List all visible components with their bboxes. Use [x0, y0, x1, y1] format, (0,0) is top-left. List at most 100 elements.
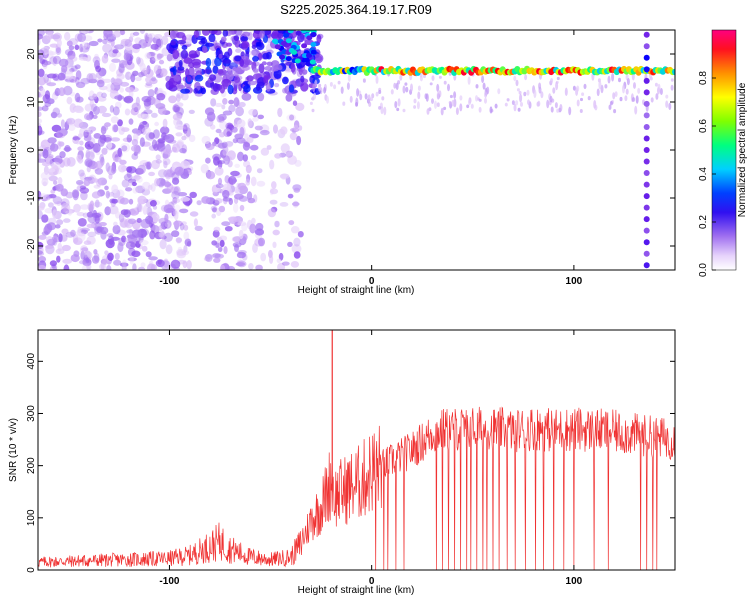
heatmap-cell: [272, 229, 280, 236]
heatmap-cell: [292, 200, 299, 208]
heatmap-cell: [135, 76, 142, 82]
heatmap-cell: [136, 56, 141, 65]
heatmap-cell: [55, 224, 61, 229]
heatmap-cell: [78, 133, 83, 139]
heatmap-cell: [182, 260, 188, 269]
heatmap-cell: [38, 125, 43, 136]
heatmap-cell: [453, 91, 457, 99]
heatmap-cell: [390, 89, 394, 95]
heatmap-cell: [288, 84, 295, 93]
heatmap-cell: [143, 109, 153, 115]
heatmap-cell: [310, 32, 317, 37]
heatmap-cell: [312, 83, 316, 93]
heatmap-cell: [85, 151, 95, 161]
heatmap-cell: [214, 198, 223, 204]
heatmap-cell: [88, 174, 97, 184]
heatmap-cell: [215, 183, 224, 189]
y-tick-label: 400: [26, 353, 37, 370]
heatmap-cell: [93, 201, 103, 208]
heatmap-cell: [665, 100, 669, 108]
heatmap-cell: [138, 239, 149, 246]
heatmap-cell: [74, 33, 83, 42]
heatmap-cell: [164, 134, 175, 143]
heatmap-cell: [122, 259, 127, 268]
heatmap-cell: [131, 102, 141, 112]
heatmap-cell: [154, 121, 160, 127]
heatmap-cell: [180, 49, 189, 60]
heatmap-cell: [222, 80, 228, 90]
heatmap-cell: [316, 34, 322, 44]
heatmap-cell: [146, 33, 155, 38]
heatmap-cell: [92, 142, 101, 153]
heatmap-cell: [38, 250, 43, 255]
heatmap-cell: [155, 259, 165, 268]
heatmap-cell: [583, 83, 587, 90]
heatmap-cell: [290, 62, 296, 73]
heatmap-cell: [38, 264, 46, 270]
heatmap-cell: [97, 38, 103, 43]
heatmap-cell: [247, 197, 256, 204]
heatmap-cell: [174, 166, 184, 176]
heatmap-cell: [160, 126, 170, 135]
heatmap-cell: [218, 53, 223, 59]
heatmap-cell: [65, 70, 74, 81]
heatmap-cell: [613, 109, 617, 114]
heatmap-cell: [252, 116, 259, 122]
heatmap-cell: [475, 84, 479, 89]
heatmap-cell: [131, 229, 142, 238]
heatmap-cell: [157, 169, 168, 178]
heatmap-cell: [292, 100, 298, 106]
heatmap-cell: [56, 255, 61, 263]
heatmap-cell: [151, 213, 160, 223]
heatmap-cell: [177, 66, 185, 71]
heatmap-cell: [95, 71, 103, 79]
heatmap-cell: [165, 244, 173, 255]
heatmap-cell: [163, 258, 169, 268]
heatmap-cell: [291, 244, 302, 254]
heatmap-cell: [217, 69, 224, 75]
heatmap-cell: [438, 75, 442, 79]
heatmap-cell: [125, 187, 133, 192]
heatmap-cell: [41, 231, 49, 236]
heatmap-cell: [176, 84, 186, 89]
heatmap-cell: [203, 69, 213, 74]
heatmap-cell: [269, 188, 279, 195]
heatmap-cell: [64, 78, 75, 83]
heatmap-cell: [79, 187, 90, 194]
heatmap-cell: [88, 40, 99, 47]
heatmap-cell: [619, 96, 623, 102]
heatmap-cell: [113, 221, 118, 227]
heatmap-cell: [405, 86, 409, 93]
heatmap-cell: [519, 93, 523, 103]
heatmap-cell: [119, 159, 127, 165]
heatmap-cell: [166, 53, 173, 62]
heatmap-cell: [149, 56, 156, 64]
heatmap-cell: [93, 133, 102, 139]
heatmap-cell: [643, 66, 650, 73]
heatmap-cell: [375, 91, 379, 97]
heatmap-cell: [90, 148, 95, 158]
heatmap-cell: [114, 252, 120, 260]
heatmap-cell: [239, 58, 245, 67]
heatmap-cell: [337, 80, 341, 85]
heatmap-cell: [221, 221, 231, 227]
heatmap-cell: [136, 218, 142, 223]
heatmap-cell: [272, 241, 277, 248]
heatmap-cell: [241, 93, 252, 101]
heatmap-cell: [111, 184, 119, 194]
heatmap-cell: [655, 93, 659, 100]
heatmap-cell: [654, 82, 658, 87]
heatmap-cell: [127, 181, 133, 187]
heatmap-cell: [67, 118, 77, 127]
heatmap-cell: [137, 203, 143, 213]
heatmap-cell: [96, 91, 104, 98]
heatmap-cell: [56, 39, 62, 47]
heatmap-cell: [47, 137, 57, 144]
heatmap-cell: [212, 65, 219, 74]
heatmap-cell: [172, 208, 177, 216]
heatmap-cell: [127, 257, 137, 262]
heatmap-cell: [149, 200, 157, 207]
heatmap-cell: [604, 84, 608, 89]
heatmap-cell: [212, 82, 219, 92]
heatmap-cell: [109, 105, 114, 113]
